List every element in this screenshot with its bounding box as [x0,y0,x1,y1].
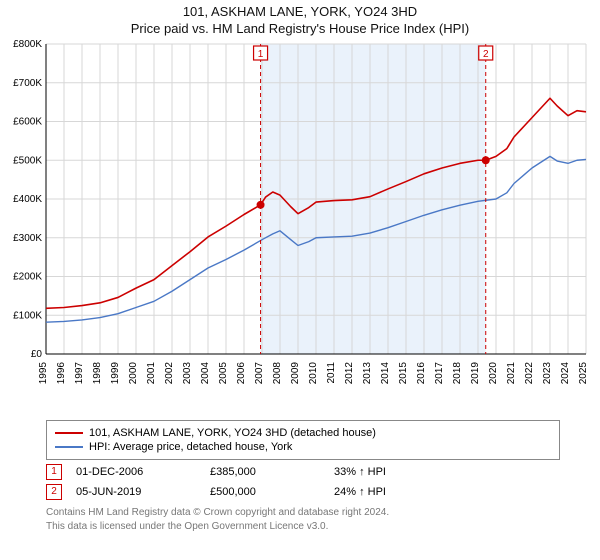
svg-text:2013: 2013 [362,362,373,385]
svg-text:2000: 2000 [128,362,139,385]
sale-row: 2 05-JUN-2019 £500,000 24% ↑ HPI [46,484,600,500]
svg-text:2005: 2005 [218,362,229,385]
footer: Contains HM Land Registry data © Crown c… [46,506,600,534]
sale-marker-box: 1 [46,464,62,480]
svg-text:2001: 2001 [146,362,157,385]
svg-text:2009: 2009 [290,362,301,385]
svg-text:2012: 2012 [344,362,355,385]
svg-text:1998: 1998 [92,362,103,385]
svg-text:£300K: £300K [13,233,42,244]
sale-price: £385,000 [210,466,320,478]
sale-pct: 33% ↑ HPI [334,466,434,478]
sale-date: 01-DEC-2006 [76,466,196,478]
svg-text:2017: 2017 [434,362,445,385]
title-sub: Price paid vs. HM Land Registry's House … [0,21,600,36]
svg-text:1999: 1999 [110,362,121,385]
svg-text:1995: 1995 [38,362,49,385]
sale-pct: 24% ↑ HPI [334,486,434,498]
svg-text:2007: 2007 [254,362,265,385]
chart-titles: 101, ASKHAM LANE, YORK, YO24 3HD Price p… [0,0,600,36]
svg-text:2008: 2008 [272,362,283,385]
svg-text:2018: 2018 [452,362,463,385]
svg-text:2011: 2011 [326,362,337,384]
legend-swatch [55,432,83,434]
svg-text:2010: 2010 [308,362,319,385]
svg-text:2019: 2019 [470,362,481,385]
sale-price: £500,000 [210,486,320,498]
svg-text:2006: 2006 [236,362,247,385]
svg-text:£600K: £600K [13,117,42,128]
svg-text:£0: £0 [31,349,43,360]
svg-text:2020: 2020 [488,362,499,385]
price-chart: £0 £100K £200K £300K £400K £500K £600K £700K £80… [0,36,600,416]
svg-text:2024: 2024 [560,362,571,385]
legend-item: HPI: Average price, detached house, York [55,441,551,453]
legend-swatch [55,446,83,448]
footer-line: Contains HM Land Registry data © Crown c… [46,506,600,520]
chart-svg: £0 £100K £200K £300K £400K £500K £600K £700K £80… [0,36,600,416]
svg-text:£100K: £100K [13,310,42,321]
svg-text:1: 1 [258,49,264,60]
svg-text:£800K: £800K [13,39,42,50]
svg-text:£400K: £400K [13,194,42,205]
sale-row: 1 01-DEC-2006 £385,000 33% ↑ HPI [46,464,600,480]
title-main: 101, ASKHAM LANE, YORK, YO24 3HD [0,4,600,19]
svg-text:2: 2 [483,49,489,60]
svg-text:1997: 1997 [74,362,85,385]
svg-text:£200K: £200K [13,272,42,283]
legend-label: HPI: Average price, detached house, York [89,441,292,453]
svg-text:1996: 1996 [56,362,67,385]
svg-text:2003: 2003 [182,362,193,385]
legend: 101, ASKHAM LANE, YORK, YO24 3HD (detach… [46,420,560,460]
legend-item: 101, ASKHAM LANE, YORK, YO24 3HD (detach… [55,427,551,439]
sale-marker-box: 2 [46,484,62,500]
svg-text:2021: 2021 [506,362,517,385]
legend-label: 101, ASKHAM LANE, YORK, YO24 3HD (detach… [89,427,376,439]
svg-text:2025: 2025 [578,362,589,385]
svg-text:£700K: £700K [13,78,42,89]
svg-text:2022: 2022 [524,362,535,385]
svg-text:2015: 2015 [398,362,409,385]
footer-line: This data is licensed under the Open Gov… [46,520,600,534]
svg-text:2014: 2014 [380,362,391,385]
svg-text:2023: 2023 [542,362,553,385]
sale-date: 05-JUN-2019 [76,486,196,498]
svg-text:2016: 2016 [416,362,427,385]
svg-text:2002: 2002 [164,362,175,385]
svg-text:£500K: £500K [13,155,42,166]
svg-text:2004: 2004 [200,362,211,385]
